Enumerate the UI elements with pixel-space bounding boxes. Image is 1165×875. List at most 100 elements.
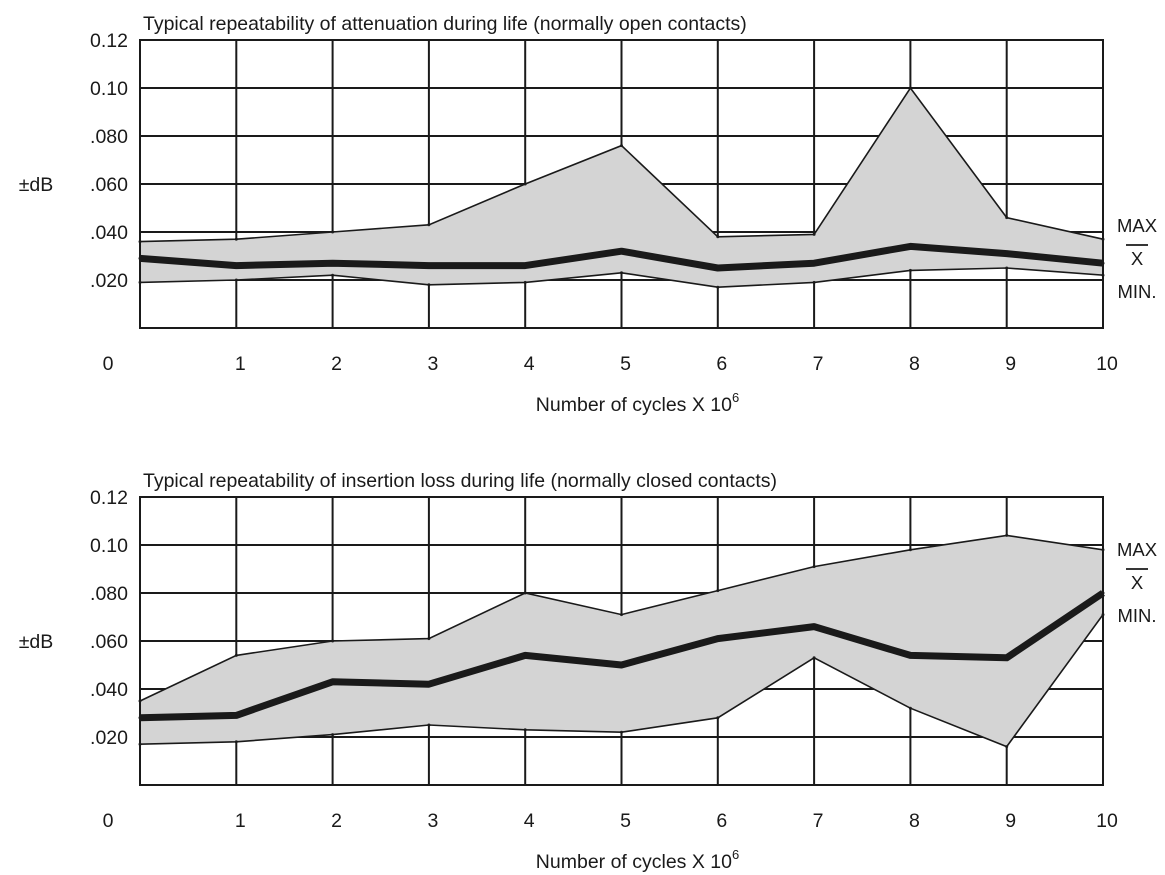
data-point-mean [716, 637, 720, 641]
x-tick-label: 1 [235, 810, 246, 832]
chart-title: Typical repeatability of attenuation dur… [143, 13, 747, 35]
x-axis-label-text: Number of cycles X 10 [536, 394, 732, 416]
data-point-mean [908, 653, 912, 657]
x-axis-label: Number of cycles X 106 [536, 847, 739, 873]
data-point-mean [1005, 252, 1009, 256]
x-tick-label: 0 [103, 353, 114, 375]
data-point-min [716, 716, 720, 720]
data-point-min [716, 285, 720, 289]
legend-item-mean: X [1131, 572, 1143, 593]
x-tick-label: 6 [716, 353, 727, 375]
legend: MAX X MIN. [1117, 539, 1157, 626]
data-point-max [1005, 533, 1009, 537]
y-tick-label: .060 [90, 174, 128, 196]
data-point-mean [427, 264, 431, 268]
legend-item-mean: X [1131, 248, 1143, 269]
y-axis-label: ±dB [19, 631, 54, 653]
x-tick-label: 4 [524, 353, 535, 375]
data-point-max [331, 230, 335, 234]
data-point-mean [523, 264, 527, 268]
legend-item-min: MIN. [1117, 605, 1156, 626]
x-axis-label-text: Number of cycles X 10 [536, 851, 732, 873]
data-point-mean [620, 249, 623, 253]
data-point-min [908, 706, 912, 710]
data-point-max [812, 565, 816, 569]
y-tick-label: .080 [90, 126, 128, 148]
x-axis-label: Number of cycles X 106 [536, 390, 739, 416]
x-tick-label: 5 [620, 353, 631, 375]
data-point-max [620, 144, 623, 148]
x-tick-label: 2 [331, 353, 342, 375]
y-tick-label: .020 [90, 270, 128, 292]
plot-frame [139, 39, 1104, 329]
legend-item-min: MIN. [1117, 281, 1156, 302]
y-tick-label: .040 [90, 222, 128, 244]
x-tick-label: 8 [909, 353, 920, 375]
x-tick-label: 9 [1005, 353, 1016, 375]
x-tick-label: 10 [1096, 353, 1118, 375]
x-tick-label: 7 [813, 353, 824, 375]
x-axis-label-exponent: 6 [732, 847, 739, 862]
data-point-max [523, 182, 527, 186]
data-point-max [1005, 216, 1009, 220]
data-point-mean [523, 653, 527, 657]
data-point-mean [234, 264, 238, 268]
data-point-max [908, 548, 912, 552]
x-tick-label: 0 [103, 810, 114, 832]
chart-panel: Typical repeatability of insertion loss … [19, 470, 1157, 873]
x-tick-label: 1 [235, 353, 246, 375]
data-point-max [812, 232, 816, 236]
data-point-min [331, 273, 335, 277]
data-point-max [523, 591, 527, 595]
data-point-mean [427, 682, 431, 686]
y-tick-label: 0.10 [90, 78, 128, 100]
y-tick-label: .080 [90, 583, 128, 605]
chart-title: Typical repeatability of insertion loss … [143, 470, 777, 492]
data-point-max [908, 86, 912, 90]
data-point-min [523, 728, 527, 732]
x-tick-label: 3 [427, 810, 438, 832]
data-point-max [234, 653, 238, 657]
legend-item-max: MAX [1117, 539, 1157, 560]
data-point-min [1005, 745, 1009, 749]
data-point-max [234, 237, 238, 241]
data-point-min [234, 740, 238, 744]
data-point-min [331, 733, 335, 737]
data-point-min [234, 278, 238, 282]
data-point-max [620, 613, 623, 617]
chart-panel: Typical repeatability of attenuation dur… [19, 13, 1157, 416]
y-axis-label: ±dB [19, 174, 54, 196]
data-point-max [427, 223, 431, 227]
y-tick-label: 0.12 [90, 487, 128, 509]
data-point-min [427, 283, 431, 287]
y-tick-label: 0.12 [90, 30, 128, 52]
plot-frame [139, 496, 1104, 786]
data-point-min [523, 280, 527, 284]
x-tick-label: 10 [1096, 810, 1118, 832]
data-point-mean [716, 266, 720, 270]
x-tick-label: 8 [909, 810, 920, 832]
legend-item-max: MAX [1117, 215, 1157, 236]
y-tick-label: 0.10 [90, 535, 128, 557]
data-point-mean [234, 713, 238, 717]
data-point-mean [812, 261, 816, 265]
data-point-min [620, 730, 623, 734]
data-point-min [908, 268, 912, 272]
data-point-min [812, 656, 816, 660]
y-tick-label: .020 [90, 727, 128, 749]
data-point-max [331, 639, 335, 643]
x-axis-label-exponent: 6 [732, 390, 739, 405]
y-tick-label: .060 [90, 631, 128, 653]
data-point-mean [812, 625, 816, 629]
x-tick-label: 6 [716, 810, 727, 832]
data-point-max [427, 637, 431, 641]
data-point-min [427, 723, 431, 727]
data-point-max [716, 235, 720, 239]
data-point-mean [331, 680, 335, 684]
x-tick-label: 3 [427, 353, 438, 375]
data-point-min [620, 271, 623, 275]
x-tick-label: 7 [813, 810, 824, 832]
x-tick-label: 2 [331, 810, 342, 832]
data-point-mean [331, 261, 335, 265]
